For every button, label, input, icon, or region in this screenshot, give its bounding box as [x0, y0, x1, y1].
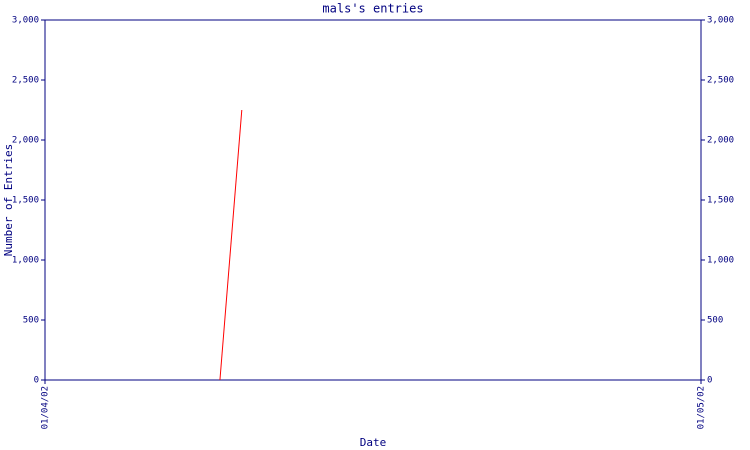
- x-tick-label: 01/04/02: [41, 386, 51, 429]
- y2-tick-label: 500: [707, 316, 723, 326]
- y2-tick-label: 2,000: [707, 136, 734, 146]
- y-tick-label: 3,000: [12, 16, 39, 26]
- y-tick-label: 1,000: [12, 256, 39, 266]
- y-tick-label: 2,500: [12, 76, 39, 86]
- y-tick-label: 500: [23, 316, 39, 326]
- x-tick-label: 01/05/02: [697, 386, 707, 429]
- x-axis-label: Date: [360, 436, 387, 449]
- y-tick-label: 0: [34, 376, 39, 386]
- y2-tick-label: 0: [707, 376, 712, 386]
- plot-frame: [44, 19, 702, 381]
- y-tick-label: 1,500: [12, 196, 39, 206]
- y2-tick-label: 2,500: [707, 76, 734, 86]
- y2-tick-label: 1,000: [707, 256, 734, 266]
- chart-title: mals's entries: [322, 2, 423, 16]
- y2-tick-label: 3,000: [707, 16, 734, 26]
- y-tick-label: 2,000: [12, 136, 39, 146]
- data-line: [219, 109, 243, 381]
- y-axis-label: Number of Entries: [2, 144, 15, 257]
- y2-tick-label: 1,500: [707, 196, 734, 206]
